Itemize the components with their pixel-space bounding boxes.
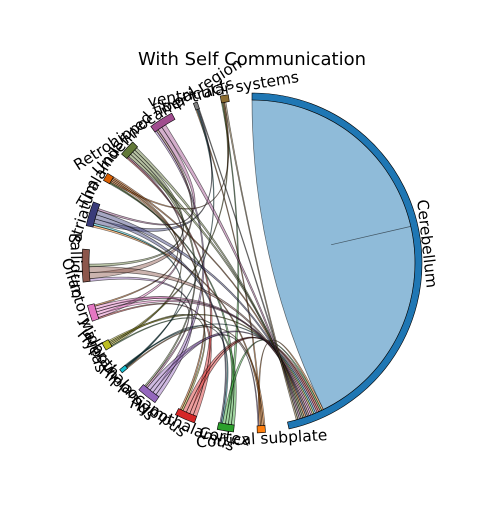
- label-pallidum-8: Pallidum: [67, 233, 86, 299]
- ribbon-self-cerebellum: [251, 99, 416, 411]
- arc-thalamus-10: [103, 172, 114, 185]
- arc-cortical-subplate-1: [256, 425, 266, 434]
- arc-layer: [81, 92, 423, 434]
- arc-striatum-9: [85, 201, 101, 228]
- arc-olfactory-areas-7: [87, 303, 100, 322]
- arc-fiber-tracts-13: [192, 101, 200, 111]
- arc-ventricular-systems-14: [219, 94, 230, 104]
- arc-cerebellum-0: [251, 92, 423, 430]
- arc-cortex-2: [216, 422, 235, 433]
- arc-pallidum-8: [81, 248, 91, 283]
- ribbon-layer: [88, 99, 416, 427]
- arc-hypothalamus-5: [119, 364, 128, 374]
- arc-retrohippocampal-region-12: [150, 112, 176, 133]
- arc-midbrain-6: [101, 339, 113, 351]
- arc-undefined-11: [121, 141, 139, 159]
- arc-hippocampus-4: [138, 384, 160, 404]
- arc-hypothalamus-3: [174, 408, 198, 424]
- chart-title: With Self Communication: [138, 49, 366, 70]
